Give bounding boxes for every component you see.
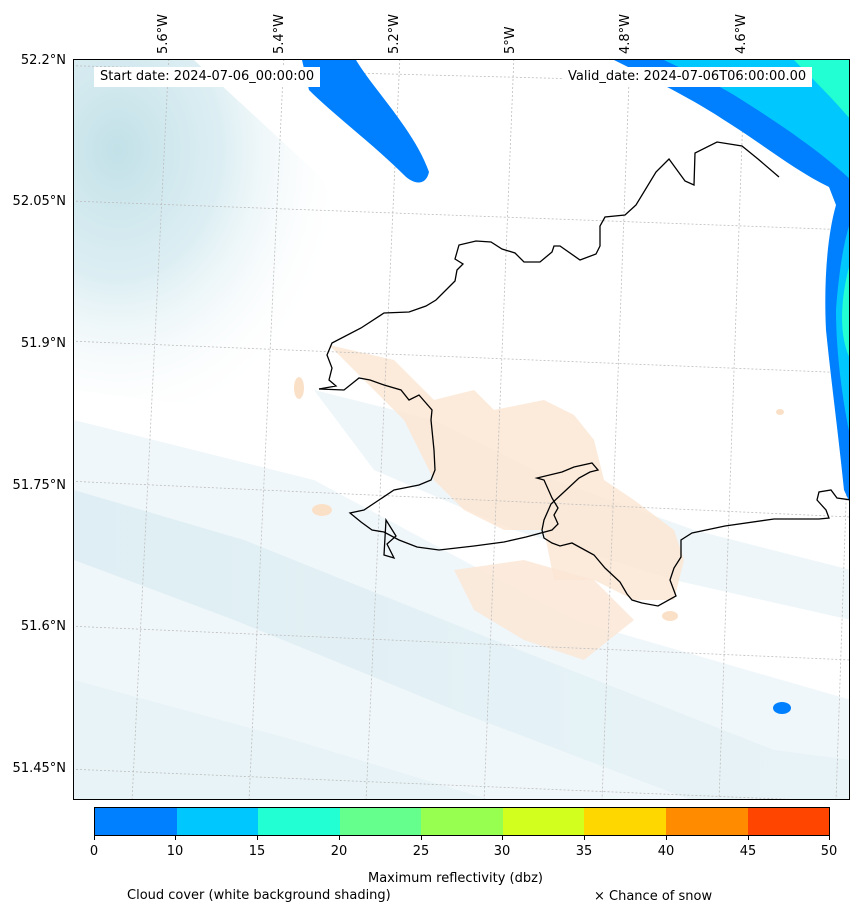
colorbar-tick-label: 40 bbox=[657, 844, 675, 859]
colorbar-tick-label: 15 bbox=[248, 844, 266, 859]
valid-date-label: Valid_date: 2024-07-06T06:00:00.00 bbox=[562, 67, 813, 87]
colorbar-tick-label: 45 bbox=[739, 844, 757, 859]
coastline bbox=[318, 141, 849, 607]
lon-label: 4.8°W bbox=[618, 13, 633, 54]
colorbar-tick-label: 30 bbox=[493, 844, 511, 859]
reflectivity-echoes bbox=[302, 60, 849, 714]
start-date-label: Start date: 2024-07-06_00:00:00 bbox=[94, 67, 321, 87]
lon-label: 5°W bbox=[503, 26, 518, 54]
colorbar-label: Maximum reflectivity (dbz) bbox=[368, 871, 543, 886]
colorbar-tick-mark bbox=[421, 836, 422, 840]
lat-label: 52.2°N bbox=[20, 53, 66, 68]
colorbar-tick-label: 0 bbox=[89, 844, 99, 859]
colorbar-tick-label: 25 bbox=[412, 844, 430, 859]
lon-label: 4.6°W bbox=[734, 13, 749, 54]
colorbar-segment bbox=[421, 808, 503, 835]
colorbar-tick-mark bbox=[748, 836, 749, 840]
snow-chance-note: × Chance of snow bbox=[594, 889, 713, 904]
colorbar-tick-mark bbox=[339, 836, 340, 840]
reflectivity-colorbar bbox=[94, 807, 830, 836]
lon-label: 5.4°W bbox=[272, 13, 287, 54]
colorbar-tick-label: 35 bbox=[575, 844, 593, 859]
lat-label: 51.75°N bbox=[12, 478, 66, 493]
colorbar-tick-mark bbox=[175, 836, 176, 840]
colorbar-tick-mark bbox=[257, 836, 258, 840]
colorbar-tick-label: 20 bbox=[330, 844, 348, 859]
colorbar-segment bbox=[584, 808, 666, 835]
colorbar-tick-label: 50 bbox=[820, 844, 838, 859]
colorbar-segment bbox=[258, 808, 340, 835]
colorbar-tick-label: 10 bbox=[166, 844, 184, 859]
lon-label: 5.6°W bbox=[156, 13, 171, 54]
colorbar-segment bbox=[95, 808, 177, 835]
colorbar-segment bbox=[176, 808, 259, 835]
cloud-cover-note: Cloud cover (white background shading) bbox=[127, 888, 391, 903]
colorbar-tick-mark bbox=[666, 836, 667, 840]
lon-label: 5.2°W bbox=[387, 13, 402, 54]
lat-label: 51.45°N bbox=[12, 761, 66, 776]
lat-label: 52.05°N bbox=[12, 194, 66, 209]
map-canvas bbox=[74, 60, 849, 799]
colorbar-tick-mark bbox=[94, 836, 95, 840]
colorbar-segment bbox=[747, 808, 830, 835]
colorbar-segment bbox=[339, 808, 422, 835]
colorbar-tick-mark bbox=[829, 836, 830, 840]
lat-label: 51.6°N bbox=[20, 619, 66, 634]
colorbar-tick-mark bbox=[584, 836, 585, 840]
light-shading-patches bbox=[294, 345, 784, 660]
map-panel bbox=[73, 59, 850, 800]
colorbar-segment bbox=[665, 808, 748, 835]
colorbar-segment bbox=[502, 808, 585, 835]
lat-label: 51.9°N bbox=[20, 336, 66, 351]
colorbar-tick-mark bbox=[502, 836, 503, 840]
